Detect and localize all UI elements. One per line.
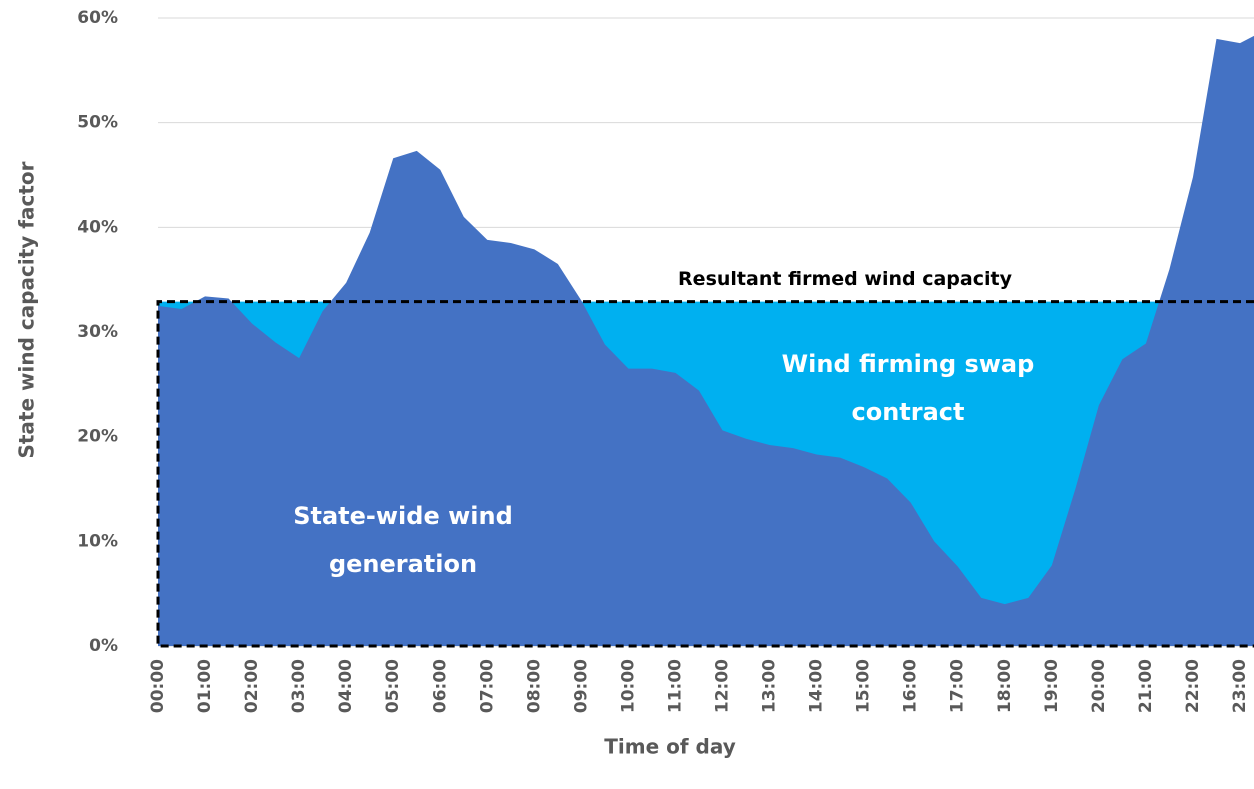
y-tick-label: 10% xyxy=(77,531,118,551)
x-tick-label: 23:00 xyxy=(1230,659,1250,713)
x-tick-label: 17:00 xyxy=(948,659,968,713)
swap-label-line: Wind firming swap xyxy=(782,350,1035,378)
x-tick-label: 06:00 xyxy=(430,659,450,713)
x-tick-label: 20:00 xyxy=(1089,659,1109,713)
x-tick-label: 03:00 xyxy=(289,659,309,713)
firmed-label: Resultant firmed wind capacity xyxy=(678,268,1013,290)
wind-area xyxy=(158,35,1254,646)
swap-label-line: contract xyxy=(851,398,964,426)
x-axis-title: Time of day xyxy=(604,735,736,759)
x-tick-label: 19:00 xyxy=(1042,659,1062,713)
x-tick-label: 21:00 xyxy=(1136,659,1156,713)
swap-label: Wind firming swap contract xyxy=(782,350,1035,426)
y-axis-title: State wind capacity factor xyxy=(15,161,39,458)
series-label: State-wide wind generation xyxy=(293,502,513,578)
x-tick-label: 10:00 xyxy=(618,659,638,713)
x-tick-label: 09:00 xyxy=(571,659,591,713)
series-label-line: State-wide wind xyxy=(293,502,513,530)
x-tick-label: 00:00 xyxy=(148,659,168,713)
x-tick-label: 22:00 xyxy=(1183,659,1203,713)
x-tick-label: 18:00 xyxy=(995,659,1015,713)
x-tick-label: 11:00 xyxy=(665,659,685,713)
x-tick-label: 08:00 xyxy=(524,659,544,713)
x-tick-label: 12:00 xyxy=(713,659,733,713)
x-tick-label: 14:00 xyxy=(807,659,827,713)
x-tick-label: 13:00 xyxy=(760,659,780,713)
x-tick-label: 02:00 xyxy=(242,659,262,713)
x-tick-label: 16:00 xyxy=(901,659,921,713)
y-tick-label: 0% xyxy=(89,636,118,656)
y-tick-label: 30% xyxy=(77,322,118,342)
series-label-line: generation xyxy=(329,550,477,578)
firmed-box xyxy=(156,300,1254,648)
y-tick-label: 40% xyxy=(77,217,118,237)
y-tick-label: 20% xyxy=(77,427,118,447)
x-tick-label: 15:00 xyxy=(854,659,874,713)
y-tick-label: 50% xyxy=(77,113,118,133)
x-tick-label: 04:00 xyxy=(336,659,356,713)
y-tick-label: 60% xyxy=(77,8,118,28)
x-tick-label: 05:00 xyxy=(383,659,403,713)
x-tick-label: 07:00 xyxy=(477,659,497,713)
x-tick-label: 01:00 xyxy=(195,659,215,713)
